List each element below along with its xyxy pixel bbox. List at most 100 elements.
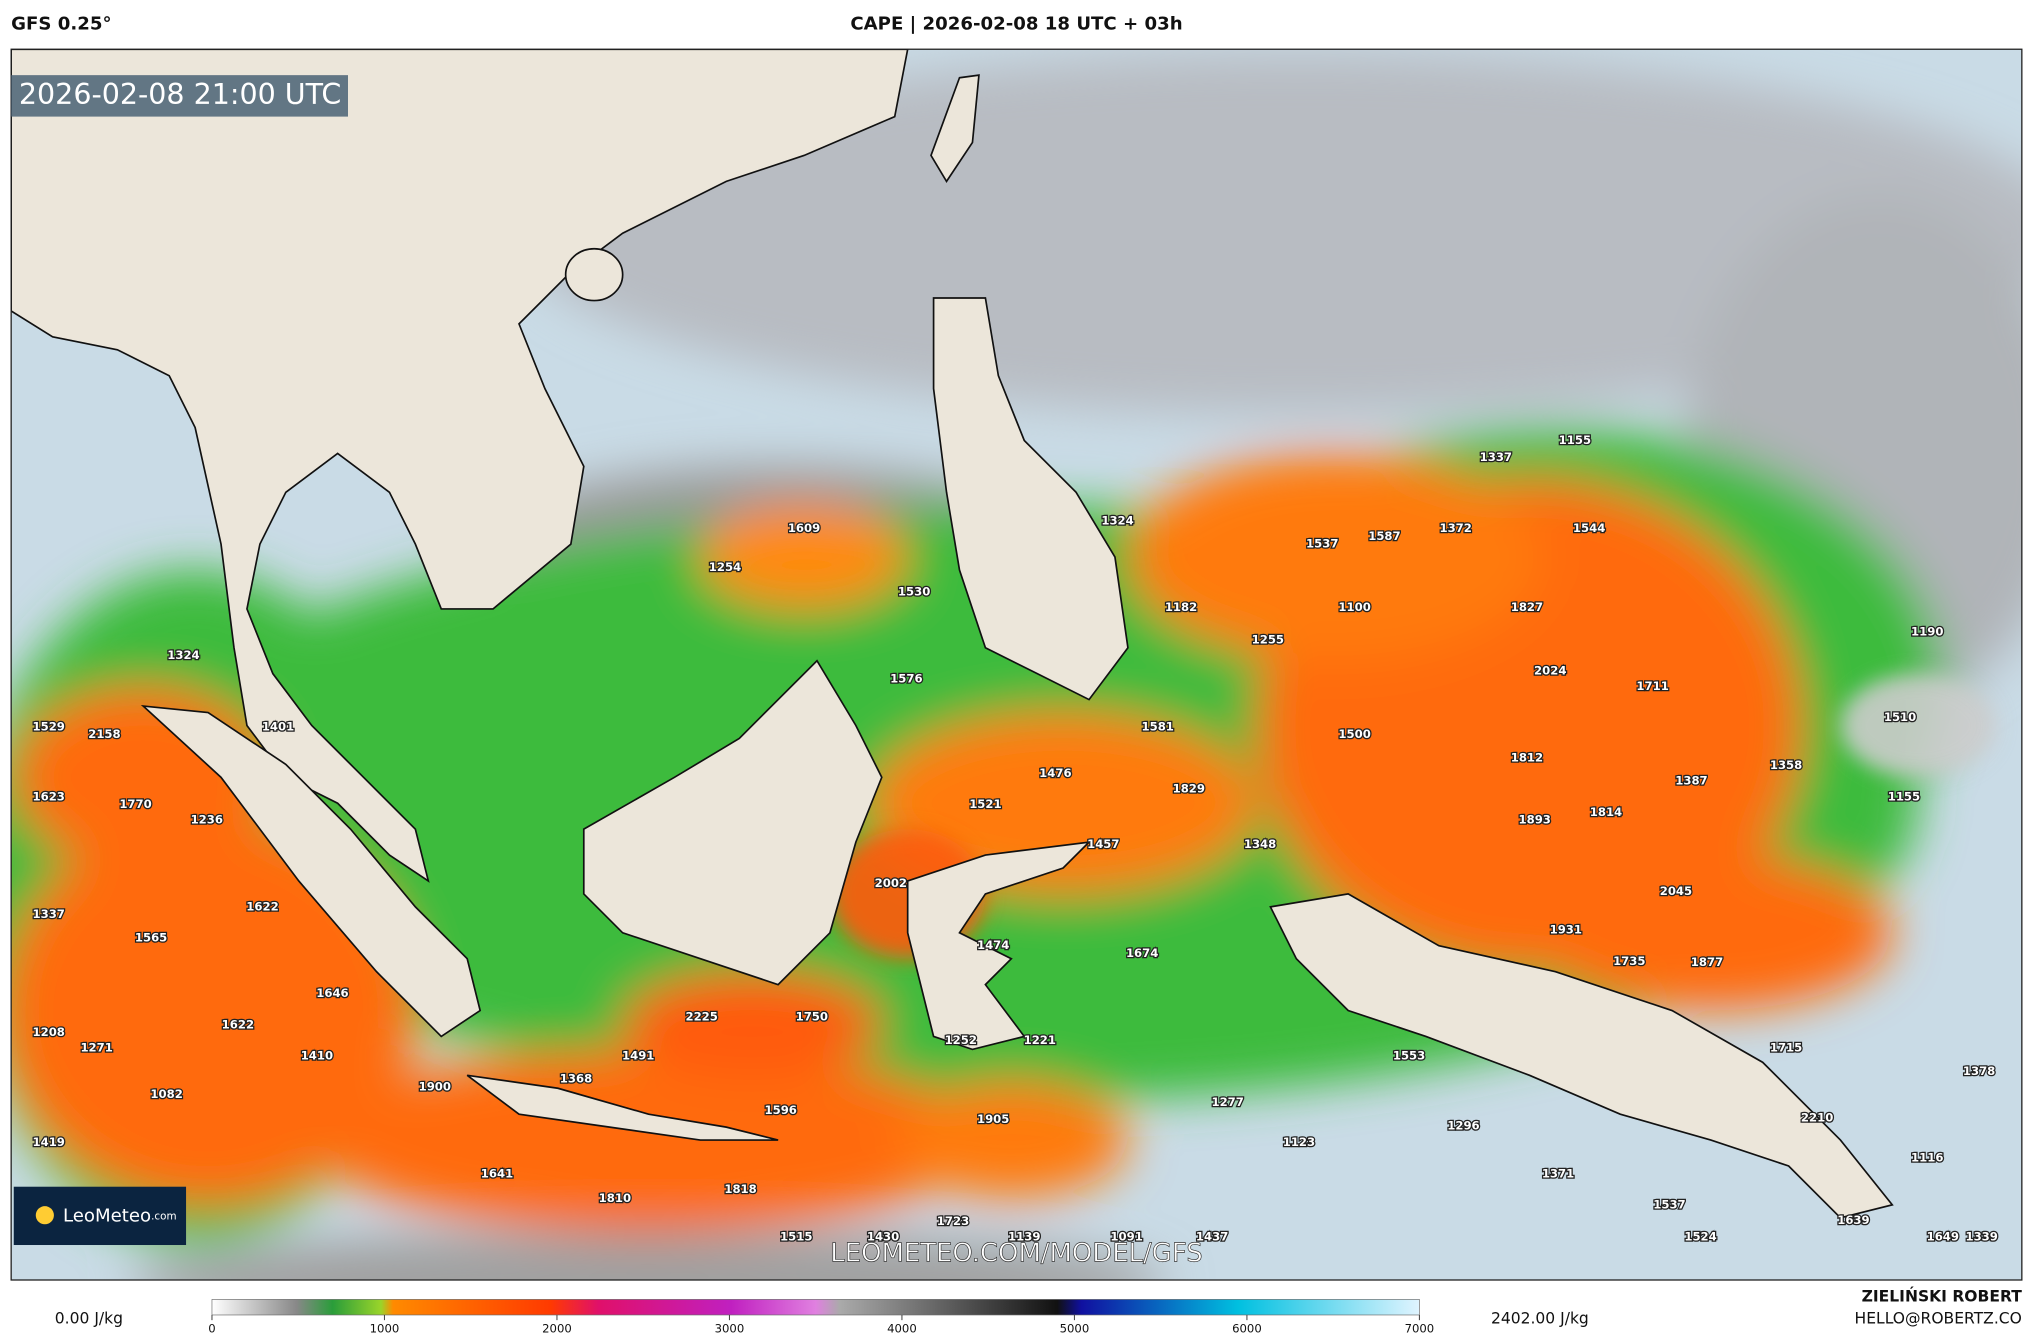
cape-label: 1255	[1252, 632, 1284, 646]
logo-name: LeoMeteo	[63, 1206, 151, 1227]
cape-label: 1524	[1684, 1230, 1716, 1244]
cape-label: 1931	[1550, 923, 1582, 937]
watermark: LEOMETEO.COM/MODEL/GFS	[830, 1239, 1202, 1269]
colorbar-tick-label: 4000	[887, 1322, 917, 1336]
email: HELLO@ROBERTZ.CO	[1855, 1309, 2022, 1327]
cape-label: 1372	[1439, 521, 1471, 535]
cape-label: 1500	[1338, 727, 1370, 741]
cape-label: 1829	[1173, 781, 1205, 795]
cape-label: 1723	[937, 1214, 969, 1228]
sulawesi	[906, 840, 1092, 1051]
taiwan	[930, 74, 980, 183]
colorbar-tick-label: 7000	[1405, 1322, 1435, 1336]
colorbar-tick-label: 0	[208, 1322, 215, 1336]
cape-label: 1735	[1613, 954, 1645, 968]
cape-label: 1100	[1338, 600, 1370, 614]
colorbar-ticks: 0 1000 2000 3000 4000 5000 6000 7000	[208, 1314, 1435, 1336]
cape-label: 1537	[1306, 537, 1338, 551]
borneo	[582, 659, 883, 986]
model-name: GFS 0.25°	[11, 14, 111, 35]
cape-label: 2225	[685, 1010, 717, 1024]
cape-label: 1139	[1008, 1230, 1040, 1244]
cape-label: 1639	[1837, 1213, 1869, 1227]
logo-text: LeoMeteo.com	[63, 1206, 177, 1227]
cape-label: 1378	[1963, 1064, 1995, 1078]
cape-label: 1254	[709, 560, 741, 574]
cape-label: 1622	[246, 899, 278, 913]
cape-label: 2002	[875, 876, 907, 890]
cape-label: 1812	[1511, 750, 1543, 764]
cape-label: 1324	[1101, 513, 1133, 527]
cape-label: 1893	[1519, 813, 1551, 827]
map	[11, 49, 2022, 1280]
cape-label: 1646	[316, 986, 348, 1000]
cape-label: 2045	[1660, 884, 1692, 898]
cape-label: 2210	[1801, 1111, 1833, 1125]
logo-suffix: .com	[151, 1211, 176, 1223]
hainan	[564, 247, 624, 302]
cape-label: 1711	[1636, 679, 1668, 693]
time-badge	[11, 75, 349, 117]
cape-label: 1401	[262, 719, 294, 733]
cape-label: 1576	[890, 671, 922, 685]
cape-label: 1271	[80, 1041, 112, 1055]
map-frame	[10, 48, 2023, 1281]
cape-label: 1368	[560, 1072, 592, 1086]
cape-label: 1529	[33, 719, 65, 733]
cape-label: 2024	[1534, 664, 1566, 678]
cape-label: 1123	[1283, 1135, 1315, 1149]
cape-label: 1814	[1590, 805, 1622, 819]
author: ZIELIŃSKI ROBERT	[1862, 1286, 2023, 1305]
cape-label: 1877	[1691, 955, 1723, 969]
cape-label: 1553	[1393, 1048, 1425, 1062]
cape-label: 1649	[1927, 1230, 1959, 1244]
cape-label: 1182	[1165, 600, 1197, 614]
cape-label: 1116	[1911, 1151, 1943, 1165]
cape-label: 1515	[780, 1230, 812, 1244]
cape-label: 1581	[1142, 719, 1174, 733]
philippines	[932, 297, 1129, 701]
cape-label: 1609	[788, 521, 820, 535]
cape-label: 1622	[222, 1017, 254, 1031]
cape-label: 1510	[1884, 710, 1916, 724]
cape-label: 1457	[1087, 837, 1119, 851]
cape-label: 1082	[150, 1087, 182, 1101]
cape-label: 1818	[724, 1182, 756, 1196]
cape-label: 1521	[969, 797, 1001, 811]
cape-label: 2158	[88, 727, 120, 741]
cape-label: 1155	[1888, 789, 1920, 803]
cape-label: 1900	[419, 1079, 451, 1093]
cape-label: 1339	[1965, 1230, 1997, 1244]
cape-label: 1491	[622, 1048, 654, 1062]
cape-label: 1770	[119, 797, 151, 811]
cape-label: 1596	[765, 1103, 797, 1117]
cape-label: 1905	[977, 1112, 1009, 1126]
colorbar-tick-label: 5000	[1060, 1322, 1090, 1336]
cape-label: 1530	[898, 585, 930, 599]
cape-label: 1387	[1675, 774, 1707, 788]
colorbar	[211, 1299, 1420, 1316]
cape-label: 1437	[1196, 1230, 1228, 1244]
cape-label: 1236	[191, 813, 223, 827]
cape-label: 1674	[1126, 946, 1158, 960]
cape-label: 1715	[1770, 1041, 1802, 1055]
cape-label: 1544	[1573, 521, 1605, 535]
legend-min: 0.00 J/kg	[55, 1309, 123, 1327]
cape-label: 1091	[1110, 1230, 1142, 1244]
cape-label: 1337	[33, 907, 65, 921]
valid-time: 2026-02-08 21:00 UTC	[19, 78, 341, 111]
cape-label: 1221	[1024, 1033, 1056, 1047]
cape-label: 1371	[1542, 1166, 1574, 1180]
colorbar-tick-label: 6000	[1232, 1322, 1262, 1336]
map-title: CAPE | 2026-02-08 18 UTC + 03h	[850, 14, 1182, 35]
cape-label: 1537	[1653, 1197, 1685, 1211]
cape-label: 1252	[945, 1033, 977, 1047]
cape-label: 1474	[977, 938, 1009, 952]
cape-label: 1623	[33, 789, 65, 803]
cape-label: 1190	[1911, 625, 1943, 639]
cape-label: 1358	[1770, 758, 1802, 772]
colorbar-tick-label: 1000	[370, 1322, 400, 1336]
